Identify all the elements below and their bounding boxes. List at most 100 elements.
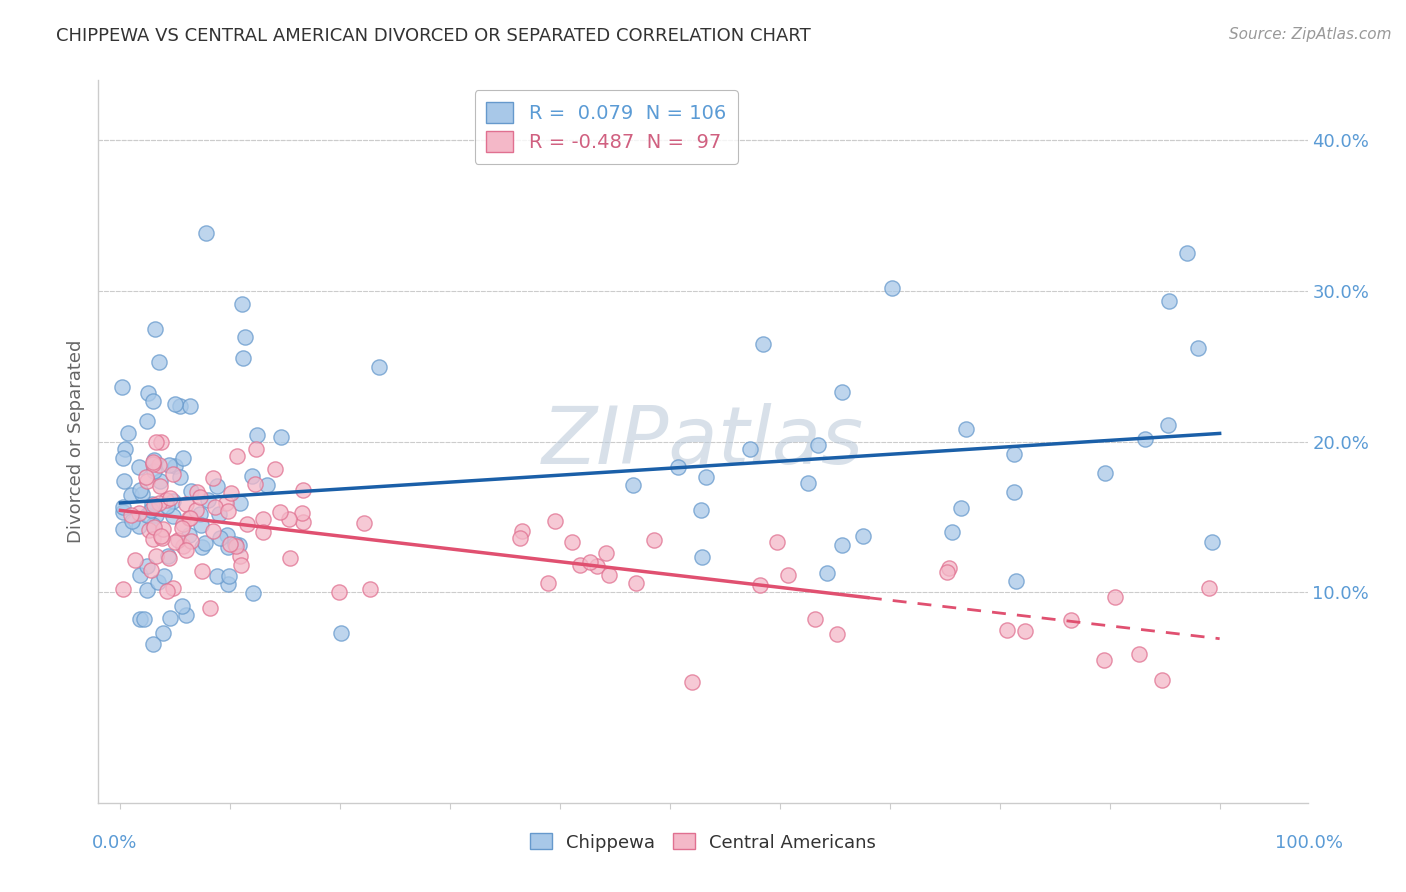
Point: [142, 458, 165, 472]
Point: [1002, 485, 1025, 500]
Point: [128, 518, 150, 533]
Legend: Chippewa, Central Americans: Chippewa, Central Americans: [523, 826, 883, 859]
Point: [152, 522, 174, 536]
Point: [198, 601, 221, 615]
Point: [217, 504, 239, 518]
Point: [172, 451, 194, 466]
Point: [569, 558, 592, 572]
Point: [197, 492, 219, 507]
Point: [595, 545, 617, 559]
Point: [1005, 574, 1028, 588]
Point: [159, 611, 181, 625]
Point: [803, 612, 825, 626]
Point: [136, 582, 159, 597]
Point: [209, 531, 232, 545]
Point: [277, 512, 299, 526]
Point: [291, 483, 314, 498]
Point: [938, 561, 960, 575]
Point: [177, 511, 200, 525]
Point: [111, 500, 134, 514]
Point: [148, 354, 170, 368]
Point: [1002, 447, 1025, 461]
Point: [1156, 418, 1178, 433]
Point: [155, 493, 177, 508]
Point: [1187, 341, 1209, 355]
Point: [292, 515, 315, 529]
Point: [165, 397, 187, 411]
Point: [174, 497, 197, 511]
Point: [142, 393, 165, 408]
Point: [232, 351, 254, 365]
Point: [621, 478, 644, 492]
Point: [217, 576, 239, 591]
Point: [152, 568, 174, 582]
Point: [229, 558, 252, 572]
Point: [156, 549, 179, 563]
Point: [145, 508, 167, 522]
Point: [132, 611, 155, 625]
Point: [172, 516, 194, 531]
Point: [215, 496, 238, 510]
Point: [148, 458, 170, 473]
Point: [117, 426, 139, 441]
Point: [1014, 624, 1036, 638]
Point: [136, 558, 159, 573]
Point: [509, 531, 531, 545]
Point: [170, 599, 193, 613]
Point: [235, 517, 257, 532]
Point: [138, 385, 160, 400]
Point: [111, 451, 134, 466]
Point: [233, 329, 256, 343]
Point: [738, 442, 761, 456]
Text: 0.0%: 0.0%: [91, 834, 136, 852]
Point: [186, 484, 208, 499]
Point: [143, 520, 166, 534]
Point: [186, 503, 208, 517]
Point: [537, 576, 560, 591]
Point: [162, 467, 184, 482]
Point: [145, 549, 167, 563]
Point: [139, 563, 162, 577]
Point: [142, 517, 165, 532]
Point: [169, 469, 191, 483]
Point: [219, 537, 242, 551]
Point: [852, 529, 875, 543]
Point: [142, 532, 165, 546]
Point: [128, 483, 150, 498]
Point: [167, 533, 190, 547]
Point: [229, 496, 252, 510]
Point: [111, 582, 134, 596]
Point: [246, 428, 269, 442]
Point: [128, 460, 150, 475]
Point: [666, 460, 689, 475]
Point: [681, 675, 703, 690]
Point: [124, 553, 146, 567]
Point: [1175, 246, 1198, 260]
Point: [163, 534, 186, 549]
Point: [201, 471, 224, 485]
Point: [136, 474, 159, 488]
Point: [579, 555, 602, 569]
Point: [831, 538, 853, 552]
Point: [643, 533, 665, 547]
Point: [270, 430, 292, 444]
Point: [695, 469, 717, 483]
Point: [217, 541, 239, 555]
Point: [169, 399, 191, 413]
Point: [179, 399, 201, 413]
Point: [778, 568, 800, 582]
Point: [135, 508, 157, 523]
Point: [165, 459, 187, 474]
Point: [135, 414, 157, 428]
Point: [219, 485, 242, 500]
Point: [131, 487, 153, 501]
Point: [291, 506, 314, 520]
Point: [935, 565, 957, 579]
Point: [190, 540, 212, 554]
Point: [142, 465, 165, 479]
Point: [995, 623, 1018, 637]
Point: [180, 534, 202, 549]
Y-axis label: Divorced or Separated: Divorced or Separated: [66, 340, 84, 543]
Text: 100.0%: 100.0%: [1275, 834, 1343, 852]
Point: [157, 458, 180, 472]
